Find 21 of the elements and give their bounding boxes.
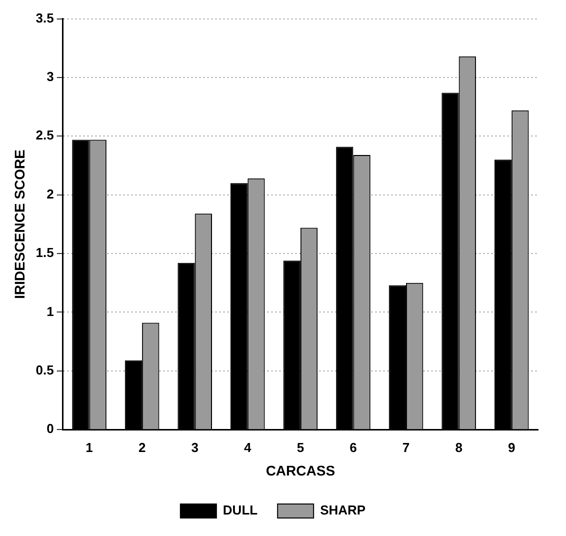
x-tick-label: 3	[191, 440, 198, 455]
x-tick-label: 1	[86, 440, 93, 455]
y-tick-label: 3	[46, 69, 54, 84]
x-tick-label: 2	[138, 440, 146, 455]
x-tick-label: 4	[244, 440, 252, 455]
legend-label: DULL	[222, 502, 258, 518]
y-tick-label: 2	[46, 186, 54, 202]
x-tick-label: 6	[350, 440, 357, 455]
y-tick-label: 1.5	[36, 245, 54, 260]
y-axis-title: IRIDESCENCE SCORE	[11, 150, 28, 299]
y-tick-label: 1	[46, 304, 54, 319]
legend-label: SHARP	[320, 502, 366, 518]
y-tick-label: 3.5	[36, 10, 54, 26]
x-tick-label: 8	[455, 440, 462, 455]
x-axis-title: CARCASS	[266, 462, 336, 478]
y-tick-label: 0	[46, 421, 54, 436]
y-tick-label: 0.5	[36, 362, 54, 378]
x-tick-label: 7	[402, 440, 410, 455]
y-tick-label: 2.5	[36, 128, 54, 143]
x-tick-label: 9	[508, 440, 516, 455]
x-tick-label: 5	[296, 440, 304, 455]
